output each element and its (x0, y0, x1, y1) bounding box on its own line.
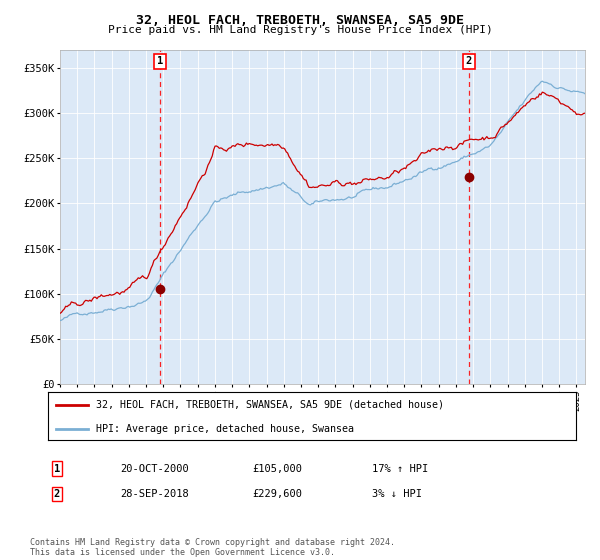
Text: 1: 1 (54, 464, 60, 474)
Text: Contains HM Land Registry data © Crown copyright and database right 2024.
This d: Contains HM Land Registry data © Crown c… (30, 538, 395, 557)
Text: 20-OCT-2000: 20-OCT-2000 (120, 464, 189, 474)
Text: £229,600: £229,600 (252, 489, 302, 499)
Text: 32, HEOL FACH, TREBOETH, SWANSEA, SA5 9DE (detached house): 32, HEOL FACH, TREBOETH, SWANSEA, SA5 9D… (95, 400, 443, 410)
Text: 2: 2 (54, 489, 60, 499)
Text: £105,000: £105,000 (252, 464, 302, 474)
Text: Price paid vs. HM Land Registry's House Price Index (HPI): Price paid vs. HM Land Registry's House … (107, 25, 493, 35)
Text: 3% ↓ HPI: 3% ↓ HPI (372, 489, 422, 499)
Text: 32, HEOL FACH, TREBOETH, SWANSEA, SA5 9DE: 32, HEOL FACH, TREBOETH, SWANSEA, SA5 9D… (136, 14, 464, 27)
Text: 1: 1 (157, 57, 163, 67)
Text: 28-SEP-2018: 28-SEP-2018 (120, 489, 189, 499)
Text: 2: 2 (466, 57, 472, 67)
Text: 17% ↑ HPI: 17% ↑ HPI (372, 464, 428, 474)
Text: HPI: Average price, detached house, Swansea: HPI: Average price, detached house, Swan… (95, 424, 353, 434)
